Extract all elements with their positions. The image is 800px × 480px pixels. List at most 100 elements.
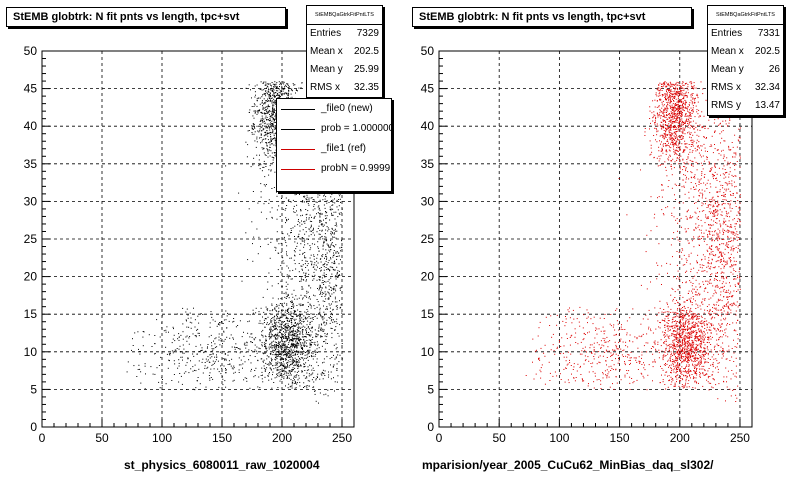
scatter-point (270, 353, 272, 355)
scatter-point (264, 185, 266, 187)
scatter-point (664, 132, 666, 134)
scatter-point (258, 109, 260, 111)
scatter-point (294, 251, 296, 253)
scatter-point (672, 109, 674, 111)
scatter-point (685, 170, 687, 172)
scatter-point (295, 325, 296, 327)
scatter-point (301, 353, 303, 355)
scatter-point (681, 90, 683, 91)
scatter-point (284, 296, 286, 298)
scatter-point (264, 84, 266, 86)
scatter-point (210, 354, 212, 355)
scatter-point (275, 349, 276, 350)
scatter-point (219, 344, 221, 346)
scatter-point (266, 145, 268, 147)
scatter-point (275, 92, 277, 94)
scatter-point (285, 348, 287, 350)
scatter-point (330, 191, 332, 193)
scatter-point (678, 147, 680, 148)
scatter-point (307, 353, 309, 355)
scatter-point (288, 333, 290, 335)
scatter-point (292, 227, 294, 229)
scatter-point (271, 152, 273, 154)
scatter-point (270, 346, 272, 348)
scatter-point (335, 252, 337, 254)
scatter-point (281, 370, 283, 372)
scatter-point (225, 310, 227, 312)
scatter-point (263, 367, 265, 369)
scatter-point (300, 265, 302, 267)
scatter-point (276, 329, 278, 331)
scatter-point (296, 329, 298, 331)
scatter-point (313, 271, 315, 273)
scatter-point (270, 96, 272, 98)
scatter-point (249, 314, 251, 316)
scatter-point (296, 204, 298, 206)
scatter-point (316, 201, 318, 203)
scatter-point (252, 129, 254, 130)
scatter-point (303, 342, 305, 344)
scatter-point (204, 367, 206, 369)
scatter-point (211, 316, 213, 318)
scatter-point (285, 371, 287, 373)
scatter-point (283, 359, 284, 361)
scatter-point (262, 352, 264, 354)
scatter-point (303, 338, 305, 340)
scatter-point (317, 254, 319, 256)
scatter-point (675, 107, 677, 109)
scatter-point (660, 134, 662, 136)
scatter-point (308, 339, 310, 341)
scatter-point (677, 325, 679, 327)
scatter-point (287, 329, 289, 331)
scatter-point (672, 143, 674, 145)
scatter-point (668, 142, 669, 144)
scatter-point (271, 143, 273, 145)
scatter-point (330, 371, 332, 373)
scatter-point (660, 110, 662, 112)
scatter-point (277, 355, 279, 357)
scatter-point (259, 168, 261, 170)
scatter-point (655, 94, 657, 96)
scatter-point (231, 346, 233, 348)
scatter-point (681, 108, 683, 110)
scatter-point (683, 123, 684, 125)
scatter-point (664, 93, 666, 94)
scatter-point (280, 354, 282, 356)
scatter-point (290, 327, 291, 329)
scatter-point (265, 115, 267, 117)
scatter-point (275, 122, 277, 123)
scatter-point (339, 195, 341, 197)
scatter-point (259, 121, 261, 122)
scatter-point (295, 295, 297, 297)
scatter-point (291, 331, 293, 333)
scatter-point (292, 345, 294, 347)
scatter-point (332, 301, 334, 303)
scatter-point (262, 323, 264, 325)
scatter-point (291, 361, 293, 363)
scatter-point (665, 124, 667, 126)
scatter-point (327, 268, 329, 269)
scatter-point (326, 257, 328, 259)
scatter-point (227, 312, 228, 314)
scatter-point (256, 141, 258, 143)
scatter-point (254, 356, 256, 357)
scatter-point (311, 369, 313, 371)
scatter-point (285, 242, 287, 243)
scatter-point (670, 107, 672, 109)
scatter-point (274, 323, 276, 324)
scatter-point (291, 334, 293, 336)
scatter-point (330, 193, 332, 194)
scatter-point (680, 100, 682, 102)
scatter-point (670, 116, 672, 118)
scatter-point (305, 257, 307, 259)
scatter-point (325, 287, 327, 289)
scatter-point (255, 337, 257, 339)
scatter-point (181, 383, 183, 385)
scatter-point (332, 308, 334, 310)
scatter-point (321, 336, 323, 338)
scatter-point (287, 295, 289, 296)
scatter-point (297, 353, 299, 355)
scatter-point (264, 138, 266, 140)
scatter-point (695, 303, 697, 305)
scatter-point (269, 367, 271, 369)
